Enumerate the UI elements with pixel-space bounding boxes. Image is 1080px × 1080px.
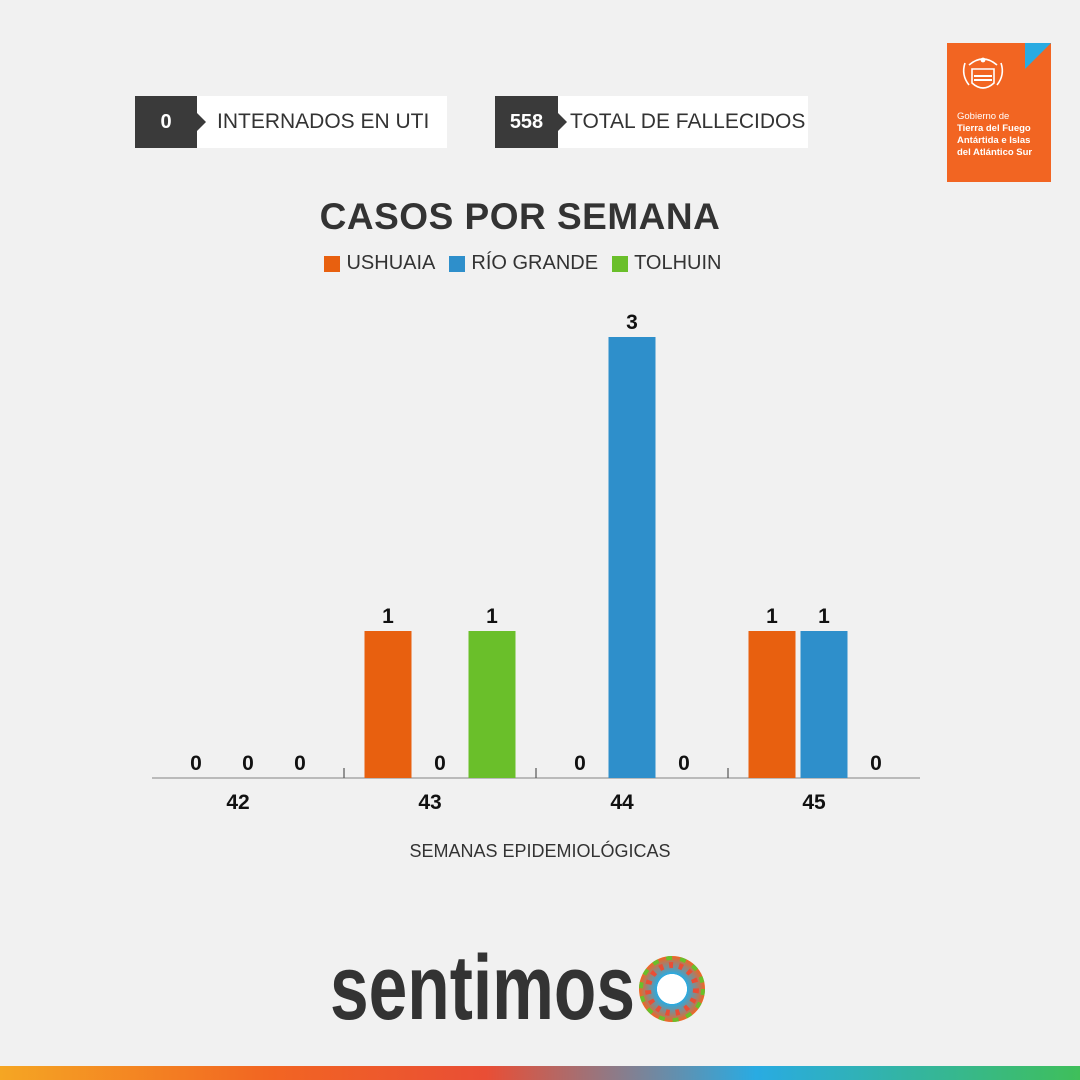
bar-45-series-0 xyxy=(748,631,796,778)
bar-43-series-0 xyxy=(364,631,412,778)
data-label: 3 xyxy=(626,311,638,334)
data-label: 0 xyxy=(574,752,586,775)
legend-item-tolhuin: TOLHUIN xyxy=(612,252,722,275)
legend-label: RÍO GRANDE xyxy=(471,252,599,274)
data-label: 0 xyxy=(434,752,446,775)
government-name: Gobierno de Tierra del Fuego Antártida e… xyxy=(957,111,1033,158)
chart-title: CASOS POR SEMANA xyxy=(319,196,721,237)
brand-wordmark: sentimos xyxy=(330,937,635,1033)
data-label: 0 xyxy=(190,752,202,775)
x-tick-label: 43 xyxy=(418,791,441,814)
x-tick-label: 45 xyxy=(802,791,826,814)
data-label: 1 xyxy=(766,605,778,628)
legend-swatch xyxy=(612,255,629,272)
x-axis-title: SEMANAS EPIDEMIOLÓGICAS xyxy=(409,841,671,861)
data-label: 0 xyxy=(294,752,306,775)
chart-legend: USHUAIA RÍO GRANDE TOLHUIN xyxy=(0,252,1046,275)
sentimos-logo: sentimos xyxy=(330,937,705,1033)
stat-value: 558 xyxy=(495,96,567,148)
legend-swatch xyxy=(449,255,466,272)
data-label: 0 xyxy=(242,752,254,775)
page-fold-icon xyxy=(1025,43,1051,69)
color-wheel-icon xyxy=(639,956,705,1022)
legend-item-ushuaia: USHUAIA xyxy=(324,252,435,275)
stat-fallecidos: 558 TOTAL DE FALLECIDOS xyxy=(495,96,808,148)
legend-swatch xyxy=(324,255,341,272)
bar-43-series-2 xyxy=(468,631,516,778)
bar-chart: 0 0 0 42 1 0 1 43 0 3 0 44 1 1 0 45 xyxy=(152,311,920,814)
x-tick-label: 44 xyxy=(610,791,634,814)
stat-label: TOTAL DE FALLECIDOS xyxy=(558,96,808,148)
stat-label: INTERNADOS EN UTI xyxy=(197,96,447,148)
stat-value: 0 xyxy=(135,96,206,148)
color-strip xyxy=(0,1066,1080,1080)
legend-label: TOLHUIN xyxy=(634,252,722,274)
legend-item-rio-grande: RÍO GRANDE xyxy=(449,252,598,275)
data-label: 1 xyxy=(818,605,830,628)
bar-45-series-1 xyxy=(800,631,848,778)
crest-icon xyxy=(962,57,1004,89)
legend-label: USHUAIA xyxy=(346,252,436,274)
x-tick-label: 42 xyxy=(226,791,249,814)
stat-internados: 0 INTERNADOS EN UTI xyxy=(135,96,447,148)
data-label: 1 xyxy=(382,605,394,628)
data-label: 1 xyxy=(486,605,498,628)
data-label: 0 xyxy=(870,752,882,775)
data-label: 0 xyxy=(678,752,690,775)
government-logo: Gobierno de Tierra del Fuego Antártida e… xyxy=(947,43,1051,182)
bar-44-series-1 xyxy=(608,337,656,778)
